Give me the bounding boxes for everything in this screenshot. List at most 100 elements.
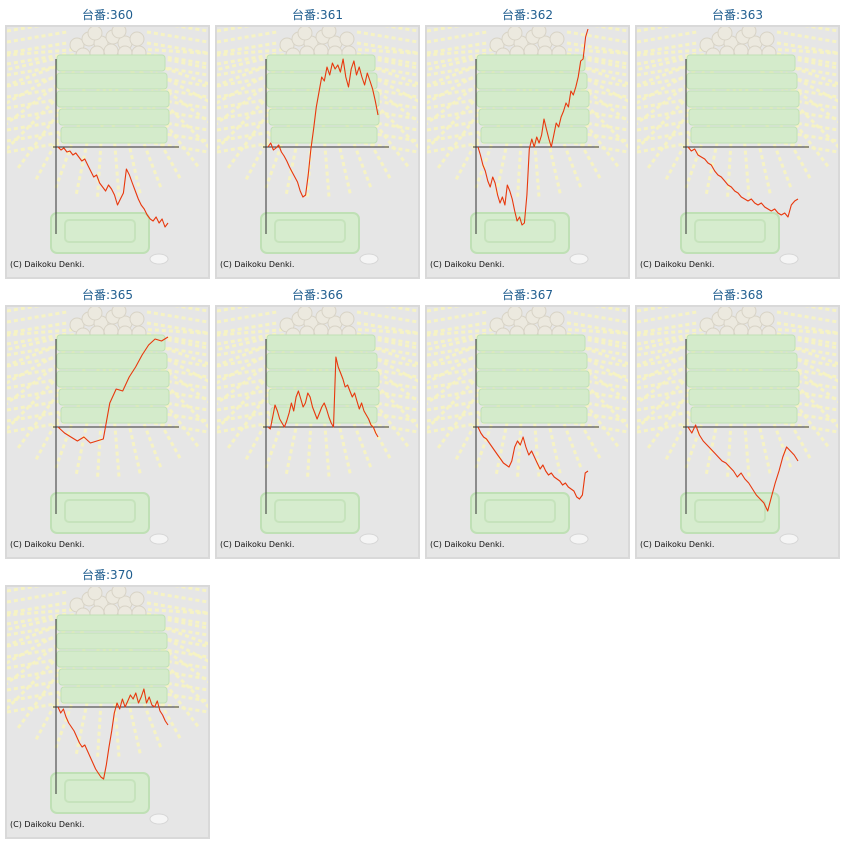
box [476,334,586,352]
tray-inner [694,219,766,243]
background-boxes [50,334,170,534]
ray [566,30,628,44]
machine-number-link[interactable]: 台番:368 [712,288,763,302]
box [686,90,800,108]
copyright-text: (C) Daikoku Denki. [10,820,85,829]
ray [356,321,418,335]
tray-inner [64,779,136,803]
ray [7,409,68,423]
coin-icon [569,253,589,265]
machine-number-link[interactable]: 台番:370 [82,568,133,582]
chart-cell: 台番:368 (C) Daikoku Denki. [635,286,840,561]
ray [7,365,68,379]
coin-icon [149,253,169,265]
slump-graph[interactable]: (C) Daikoku Denki. [425,25,630,279]
ray [217,118,278,132]
machine-number-link[interactable]: 台番:367 [502,288,553,302]
ray [776,41,838,55]
machine-number-link[interactable]: 台番:363 [712,8,763,22]
box [688,388,800,406]
ray [174,27,208,33]
tray-inner [274,499,346,523]
ray [146,310,208,324]
box [268,388,380,406]
ray [217,310,278,324]
ray [226,353,299,449]
ray [217,52,278,66]
ray [637,409,698,423]
machine-number-link[interactable]: 台番:362 [502,8,553,22]
slump-graph[interactable]: (C) Daikoku Denki. [215,25,420,279]
background-boxes [680,334,800,534]
slump-line [267,356,379,438]
ray [217,48,284,57]
coin-icon [149,813,169,825]
copyright-text: (C) Daikoku Denki. [430,260,505,269]
slump-line [57,336,169,444]
background-boxes [260,334,380,534]
copyright-text: (C) Daikoku Denki. [220,540,295,549]
ray [637,310,698,324]
ray [7,53,75,72]
ray [217,333,285,352]
machine-number-link[interactable]: 台番:361 [292,8,343,22]
chart-cell: 台番:360 (C) Daikoku Denki. [5,6,210,281]
slump-graph[interactable]: (C) Daikoku Denki. [425,305,630,559]
ray [217,41,278,55]
slump-line [477,28,589,226]
box [56,334,166,352]
ray [7,587,41,593]
ray [427,85,488,99]
ray [427,328,494,337]
copyright-text: (C) Daikoku Denki. [640,540,715,549]
coin-icon [569,533,589,545]
tray-inner [64,219,136,243]
box [686,72,798,90]
ray [146,601,208,615]
machine-number-link[interactable]: 台番:366 [292,288,343,302]
ray [559,332,628,350]
ray [7,626,81,686]
ray [637,129,698,143]
ray [7,52,68,66]
ball [111,587,127,599]
ray [136,621,208,663]
ball [87,307,103,321]
ray [356,30,418,44]
box [476,352,588,370]
ray [16,353,89,449]
ray [7,608,74,617]
slump-graph[interactable]: (C) Daikoku Denki. [215,305,420,559]
ray [427,57,496,87]
machine-number-link[interactable]: 台番:360 [82,8,133,22]
ray [217,62,289,105]
ray [217,27,251,33]
ball [321,307,337,319]
ray [7,601,68,615]
ray [217,420,278,434]
slump-graph[interactable]: (C) Daikoku Denki. [5,25,210,279]
slump-graph[interactable]: (C) Daikoku Denki. [635,305,840,559]
slump-graph[interactable]: (C) Daikoku Denki. [5,305,210,559]
ray [646,353,719,449]
slump-graph[interactable]: (C) Daikoku Denki. [635,25,840,279]
ray [637,420,698,434]
ray [174,587,208,593]
ray [427,420,488,434]
ray [346,341,418,383]
ray [553,345,628,404]
graph-canvas [217,307,418,545]
chart-cell: 台番:363 (C) Daikoku Denki. [635,6,840,281]
ray [138,337,208,366]
ray [760,349,838,429]
graph-canvas [637,307,838,545]
ray [637,328,704,337]
slump-graph[interactable]: (C) Daikoku Denki. [5,585,210,839]
ray [427,52,488,66]
ray [343,65,418,124]
slump-line [57,688,169,780]
box [56,614,166,632]
ray [226,73,299,169]
ball [111,307,127,319]
machine-number-link[interactable]: 台番:365 [82,288,133,302]
